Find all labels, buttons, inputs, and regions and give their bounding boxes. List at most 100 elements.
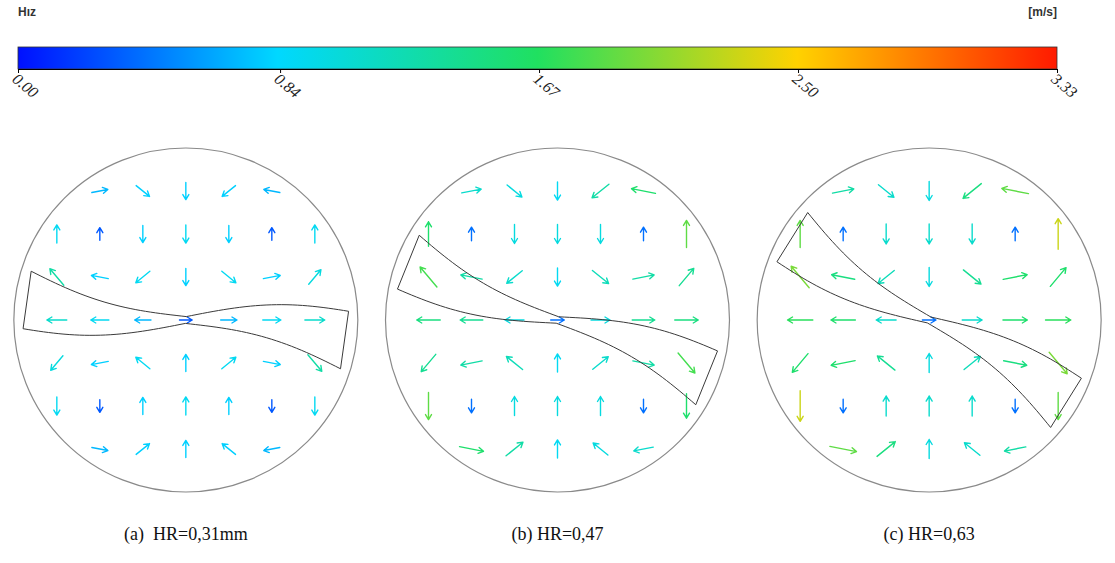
colorbar-title: Hız — [18, 5, 36, 19]
velocity-vector — [460, 447, 484, 454]
velocity-vector — [632, 187, 656, 194]
velocity-vector — [633, 273, 654, 279]
velocity-vector — [469, 399, 475, 413]
velocity-vector — [1005, 447, 1026, 453]
vessel-wall — [14, 148, 358, 492]
colorbar-tick: 0.84 — [271, 69, 303, 101]
velocity-vector — [877, 442, 895, 457]
velocity-vector — [831, 317, 855, 323]
velocity-vector — [555, 182, 561, 200]
velocity-vector — [54, 225, 60, 243]
velocity-vector — [555, 354, 561, 372]
velocity-vector — [263, 317, 281, 323]
velocity-vector — [312, 225, 318, 243]
panel: (b) HR=0,47 — [386, 148, 730, 545]
velocity-vector — [264, 447, 280, 453]
velocity-vector — [1003, 273, 1027, 280]
velocity-vector — [91, 317, 109, 323]
velocity-vector — [878, 270, 894, 283]
velocity-vector — [592, 270, 608, 283]
figure: Hız[m/s]0.000.841.672.503.33(a) HR=0,31m… — [0, 0, 1115, 563]
colorbar-tick-label: 0.00 — [9, 70, 41, 101]
colorbar-tick-label: 2.50 — [789, 70, 821, 101]
velocity-vector — [1055, 219, 1061, 250]
velocity-vector — [97, 400, 103, 413]
velocity-vector — [417, 317, 441, 323]
colorbar-tick: 0.00 — [9, 69, 41, 101]
velocity-vector — [684, 394, 690, 418]
velocity-vector — [592, 184, 609, 198]
velocity-vector — [460, 317, 483, 323]
velocity-vector — [840, 399, 846, 413]
velocity-vector — [226, 225, 232, 242]
velocity-vector — [512, 397, 518, 416]
velocity-vector — [840, 227, 846, 241]
velocity-vector — [593, 357, 608, 370]
velocity-vector — [97, 228, 103, 241]
velocity-vector — [877, 356, 895, 370]
velocity-vector — [308, 355, 322, 372]
velocity-vector — [926, 224, 932, 244]
velocity-vector — [675, 317, 699, 323]
velocity-vector — [678, 353, 695, 373]
velocity-vector — [1002, 186, 1029, 193]
velocity-vector — [833, 187, 854, 193]
velocity-vector — [507, 271, 522, 284]
velocity-vector — [593, 443, 608, 455]
velocity-vector — [221, 317, 237, 323]
velocity-vector — [555, 397, 561, 416]
velocity-vector — [679, 268, 694, 285]
velocity-vector — [969, 396, 975, 416]
velocity-vector — [136, 357, 150, 368]
velocity-vector — [183, 268, 189, 285]
velocity-vector — [1050, 268, 1066, 287]
velocity-vector — [263, 273, 280, 279]
velocity-vector — [91, 361, 108, 367]
velocity-vector — [47, 317, 67, 323]
velocity-vector — [926, 268, 932, 287]
velocity-vector — [222, 444, 235, 455]
velocity-vector — [788, 317, 813, 323]
velocity-vector — [883, 224, 889, 244]
panel-caption: (b) HR=0,47 — [511, 524, 603, 545]
velocity-vector — [269, 228, 275, 241]
velocity-vector — [222, 271, 236, 282]
velocity-vector — [878, 185, 893, 198]
velocity-vector — [50, 269, 64, 286]
colorbar: Hız[m/s]0.000.841.672.503.33 — [9, 5, 1080, 102]
velocity-vector — [506, 356, 522, 369]
velocity-vector — [598, 225, 604, 244]
velocity-vector — [1012, 227, 1018, 241]
velocity-vector — [876, 317, 896, 323]
velocity-vector — [792, 354, 808, 373]
velocity-vector — [183, 440, 189, 457]
velocity-vector — [1003, 317, 1027, 323]
velocity-vector — [469, 227, 475, 241]
vector-field — [397, 182, 717, 458]
velocity-vector — [641, 227, 647, 241]
velocity-vector — [598, 397, 604, 416]
velocity-vector — [797, 391, 803, 422]
velocity-vector — [963, 184, 981, 199]
velocity-vector — [462, 187, 482, 193]
velocity-vector — [183, 182, 189, 199]
colorbar-tick: 2.50 — [789, 69, 821, 101]
colorbar-tick: 1.67 — [530, 69, 563, 102]
velocity-vector — [420, 267, 437, 287]
colorbar-tick: 3.33 — [1048, 69, 1081, 101]
velocity-vector — [632, 317, 655, 323]
blade — [397, 235, 717, 405]
vessel-wall — [386, 148, 730, 492]
panel-caption: (a) HR=0,31mm — [124, 524, 248, 545]
velocity-vector — [926, 396, 932, 416]
vector-field — [23, 182, 349, 457]
velocity-vector — [831, 361, 855, 368]
velocity-vector — [136, 271, 150, 282]
velocity-vector — [555, 225, 561, 244]
velocity-vector — [634, 447, 654, 453]
velocity-vector — [506, 442, 523, 456]
velocity-vector — [512, 225, 518, 244]
colorbar-tick-label: 3.33 — [1048, 69, 1081, 101]
velocity-vector — [312, 397, 318, 415]
velocity-vector — [555, 440, 561, 458]
